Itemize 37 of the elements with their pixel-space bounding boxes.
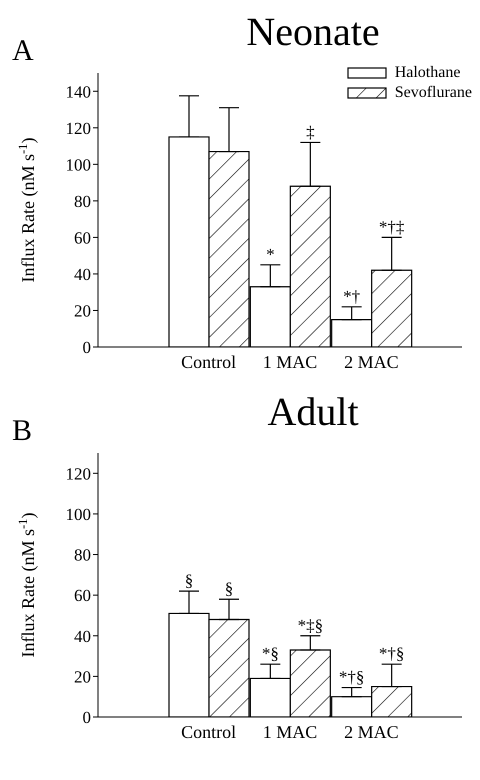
data-label: *‡§ [298, 616, 324, 635]
x-tick-label: 1 MAC [262, 722, 318, 742]
x-tick-label: 2 MAC [344, 352, 399, 372]
data-label: *† [343, 286, 360, 306]
y-tick-label: 60 [74, 228, 91, 248]
y-tick-label: 140 [66, 82, 91, 102]
data-label: *§ [262, 644, 279, 664]
data-label: *†§ [338, 668, 364, 687]
x-tick-label: Control [181, 722, 236, 742]
y-tick-label: 80 [74, 192, 91, 211]
x-tick-label: 1 MAC [262, 352, 318, 372]
y-tick-label: 0 [82, 338, 91, 358]
text: A [12, 34, 34, 68]
data-label: *†§ [378, 644, 404, 664]
data-label: *†‡ [378, 217, 404, 236]
y-tick-label: 100 [66, 155, 91, 174]
legend-label: Sevoflurane [394, 83, 472, 103]
y-tick-label: 100 [66, 504, 91, 524]
y-tick-label: 120 [66, 464, 91, 484]
x-tick-label: Control [181, 352, 236, 372]
data-label: § [224, 579, 234, 598]
legend-label: Halothane [394, 63, 460, 83]
y-tick-label: 60 [74, 586, 91, 606]
data-label: § [184, 571, 194, 590]
chart-title: Adult [266, 388, 360, 435]
y-tick-label: 40 [74, 264, 91, 284]
data-label: * [266, 244, 275, 264]
text: B [12, 414, 32, 448]
x-tick-label: 2 MAC [344, 722, 399, 742]
chart-title: Neonate [245, 8, 381, 55]
data-label: ‡ [306, 122, 315, 142]
y-tick-label: 40 [74, 626, 91, 646]
y-tick-label: 20 [74, 667, 91, 686]
y-tick-label: 0 [82, 708, 91, 728]
y-tick-label: 20 [74, 302, 91, 320]
y-tick-label: 80 [74, 546, 91, 565]
y-tick-label: 120 [66, 118, 91, 138]
